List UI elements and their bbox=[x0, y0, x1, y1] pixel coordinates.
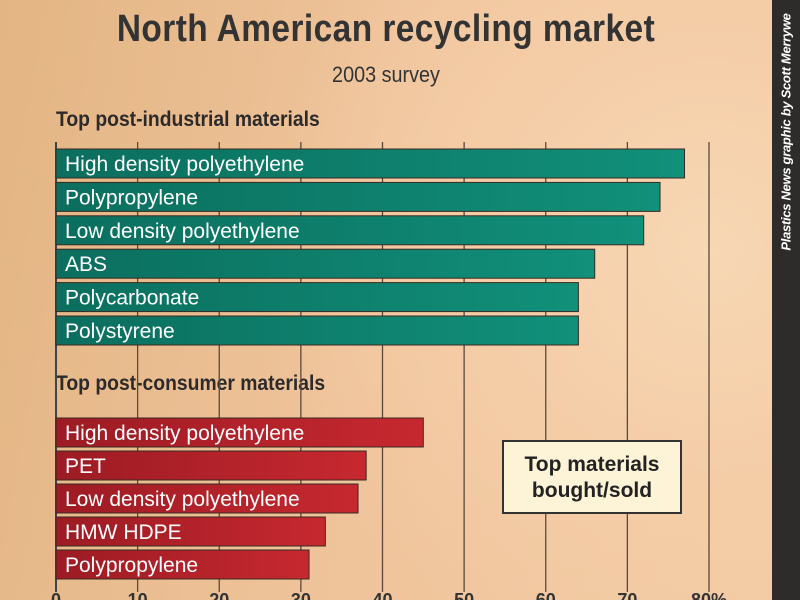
tick-label: 80% bbox=[691, 590, 727, 600]
credit-strip bbox=[772, 0, 800, 600]
tick-label: 30 bbox=[291, 590, 311, 600]
bar bbox=[55, 483, 359, 514]
bar bbox=[55, 282, 579, 313]
bar bbox=[55, 148, 686, 179]
legend-text: Top materials bought/sold bbox=[524, 453, 660, 502]
bar-label: HMW HDPE bbox=[65, 521, 182, 544]
bar-label: PET bbox=[65, 455, 106, 478]
bar bbox=[55, 450, 367, 481]
group-title-post-industrial: Top post-industrial materials bbox=[56, 108, 320, 131]
bar-chart: 0 10 20 30 40 50 60 70 80% High density polyethyl… bbox=[51, 142, 727, 600]
tick-label: 10 bbox=[128, 590, 148, 600]
chart-subtitle: 2003 survey bbox=[332, 62, 440, 87]
bar-label: Polystyrene bbox=[65, 320, 175, 343]
bar-label: Polycarbonate bbox=[65, 287, 199, 310]
tick-label: 20 bbox=[209, 590, 229, 600]
bar bbox=[55, 248, 596, 279]
bar bbox=[55, 315, 579, 346]
bar bbox=[55, 417, 424, 448]
bar bbox=[55, 549, 310, 580]
bar-label: ABS bbox=[65, 253, 107, 276]
tick-label: 60 bbox=[536, 590, 556, 600]
bar-label: Polypropylene bbox=[65, 554, 198, 577]
bar-label: Low density polyethylene bbox=[65, 220, 300, 243]
bar bbox=[55, 215, 645, 246]
tick-label: 50 bbox=[454, 590, 474, 600]
bar bbox=[55, 516, 326, 547]
bar-label: High density polyethylene bbox=[65, 422, 304, 445]
chart-title: North American recycling market bbox=[116, 8, 656, 50]
credit-text: Plastics News graphic by Scott Merrywe bbox=[778, 13, 794, 251]
legend-box: Top materials bought/sold bbox=[502, 440, 682, 514]
bar-label: Low density polyethylene bbox=[65, 488, 300, 511]
tick-label: 0 bbox=[51, 590, 61, 600]
bar-label: Polypropylene bbox=[65, 186, 198, 209]
tick-label: 70 bbox=[617, 590, 637, 600]
group-title-post-consumer: Top post-consumer materials bbox=[56, 372, 326, 395]
bar-label: High density polyethylene bbox=[65, 153, 304, 176]
bar bbox=[55, 181, 661, 212]
tick-label: 40 bbox=[372, 590, 392, 600]
